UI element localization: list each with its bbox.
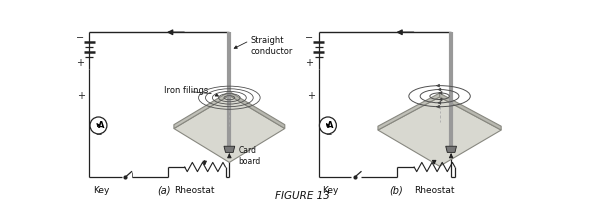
Text: −: − — [76, 33, 84, 43]
Text: Iron filings: Iron filings — [164, 86, 208, 95]
Polygon shape — [378, 97, 501, 166]
Text: +: + — [306, 58, 313, 68]
Text: −: − — [324, 130, 331, 139]
Text: Card
board: Card board — [239, 146, 261, 166]
Text: −: − — [95, 130, 102, 139]
Circle shape — [320, 117, 336, 134]
Polygon shape — [440, 93, 501, 130]
Text: −: − — [306, 33, 313, 43]
Text: (a): (a) — [157, 186, 171, 196]
Text: A: A — [327, 121, 333, 130]
Text: Rheostat: Rheostat — [174, 186, 215, 195]
Polygon shape — [229, 92, 285, 129]
Text: FIGURE 13: FIGURE 13 — [275, 190, 330, 200]
Text: Straight
conductor: Straight conductor — [251, 36, 293, 56]
Polygon shape — [174, 95, 285, 162]
Circle shape — [90, 117, 107, 134]
Text: Key: Key — [93, 186, 109, 195]
Polygon shape — [446, 146, 456, 152]
Text: Rheostat: Rheostat — [414, 186, 454, 195]
Text: A: A — [98, 121, 104, 130]
Text: (b): (b) — [389, 186, 402, 196]
Text: +: + — [76, 58, 84, 68]
Text: +: + — [307, 91, 315, 101]
Polygon shape — [174, 92, 229, 129]
Text: Key: Key — [323, 186, 339, 195]
Text: +: + — [77, 91, 86, 101]
Polygon shape — [224, 146, 235, 152]
Polygon shape — [378, 93, 440, 130]
